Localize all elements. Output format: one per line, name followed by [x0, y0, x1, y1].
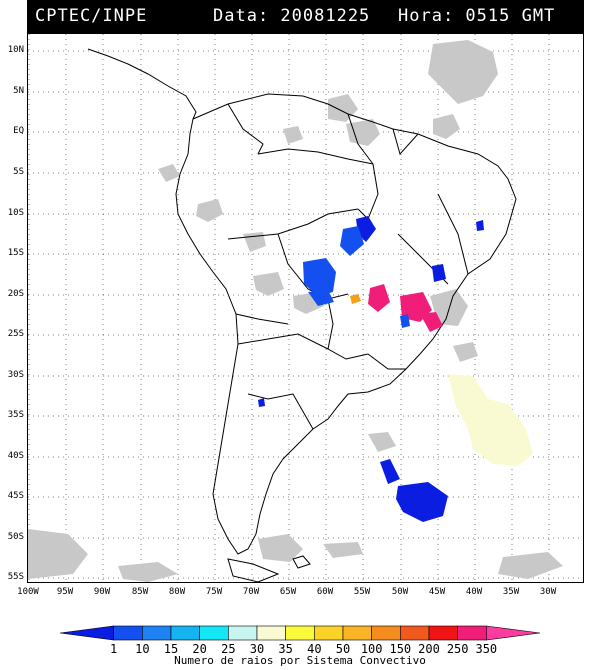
color-scale-tick-label: 25: [221, 642, 236, 656]
storm-cell: [340, 226, 364, 256]
lon-label: 90W: [93, 587, 111, 597]
color-scale-tick-label: 40: [307, 642, 322, 656]
storm-cell: [308, 290, 334, 306]
color-scale-swatch: [314, 625, 344, 641]
color-scale-swatch: [371, 625, 401, 641]
lat-label: 45S: [7, 491, 24, 501]
time-label: Hora: 0515 GMT: [398, 6, 556, 26]
lat-label: 35S: [7, 410, 24, 420]
color-scale-tick-label: 100: [360, 642, 383, 656]
color-scale-swatch: [142, 625, 172, 641]
storm-cell: [420, 312, 443, 332]
border-4: [237, 333, 329, 350]
storm-cell: [476, 220, 484, 231]
tierra-del-fuego: [227, 558, 280, 582]
falklands: [292, 555, 311, 569]
lat-label: 50S: [7, 532, 24, 542]
lat-label: EQ: [13, 126, 24, 136]
lon-label: 80W: [168, 587, 186, 597]
border-2: [277, 233, 349, 300]
storm-cell: [400, 314, 410, 328]
color-scale-tick-label: 10: [135, 642, 150, 656]
color-scale-tick-label: 200: [418, 642, 440, 656]
lat-label: 10N: [7, 45, 24, 55]
color-scale-swatch: [486, 625, 541, 641]
lon-label: 50W: [391, 587, 409, 597]
map-frame: [27, 33, 584, 583]
border-9: [392, 128, 419, 156]
color-scale-tick-label: 1: [110, 642, 118, 656]
lat-label: 30S: [7, 370, 24, 380]
border-14: [247, 393, 314, 430]
color-scale-swatch: [59, 625, 114, 641]
storm-cell: [396, 482, 448, 522]
border-12: [367, 353, 406, 370]
storm-cell: [258, 398, 265, 407]
storm-cell: [303, 258, 336, 296]
lon-label: 95W: [56, 587, 74, 597]
lat-label: 10S: [7, 208, 24, 218]
storm-cell: [432, 264, 446, 282]
lat-label: 55S: [7, 572, 24, 582]
color-scale-caption: Numero de raios por Sistema Convectivo: [174, 654, 426, 667]
color-scale-swatch: [170, 625, 200, 641]
source-label: CPTEC/INPE: [35, 6, 148, 26]
cloud-cover: [28, 40, 563, 582]
color-scale-swatch: [228, 625, 258, 641]
storm-cell: [350, 294, 361, 304]
lon-label: 70W: [242, 587, 260, 597]
storm-cell: [368, 284, 390, 312]
lightning-map: [28, 34, 583, 582]
lon-label: 60W: [316, 587, 334, 597]
color-scale-tick-label: 15: [163, 642, 179, 656]
color-scale-tick-label: 50: [335, 642, 351, 656]
lon-label: 85W: [131, 587, 149, 597]
lon-label: 75W: [205, 587, 223, 597]
border-7: [227, 103, 264, 155]
central-america-coast: [87, 48, 197, 120]
lon-label: 45W: [428, 587, 446, 597]
lon-label: 40W: [465, 587, 483, 597]
border-10: [437, 193, 469, 275]
border-1: [227, 208, 359, 240]
date-label: Data: 20081225: [213, 6, 371, 26]
color-scale-swatch: [457, 625, 487, 641]
lon-label: 30W: [539, 587, 557, 597]
color-scale-tick-label: 20: [192, 642, 207, 656]
lat-label: 5N: [13, 86, 24, 96]
border-13: [235, 313, 289, 325]
color-scale-swatch: [256, 625, 286, 641]
land-outlines: [87, 48, 517, 582]
map-header: CPTEC/INPE Data: 20081225 Hora: 0515 GMT: [27, 0, 584, 33]
south-america-coastline: [175, 93, 517, 555]
border-3: [327, 298, 369, 360]
border-5: [257, 148, 374, 165]
color-scale-swatch: [199, 625, 229, 641]
storm-cell: [380, 459, 400, 484]
lat-label: 15S: [7, 248, 24, 258]
lat-label: 25S: [7, 329, 24, 339]
color-scale-tick-label: 150: [389, 642, 412, 656]
lon-label: 35W: [502, 587, 520, 597]
lat-label: 5S: [13, 167, 24, 177]
lat-label: 40S: [7, 451, 24, 461]
color-scale-swatch: [428, 625, 458, 641]
border-8: [347, 113, 374, 165]
lon-label: 55W: [353, 587, 371, 597]
storm-cell: [448, 374, 533, 466]
lon-label: 65W: [279, 587, 297, 597]
color-scale-swatch: [113, 625, 143, 641]
color-scale-tick-label: 350: [475, 642, 498, 656]
color-scale-tick-label: 35: [278, 642, 293, 656]
convective-systems: [258, 216, 533, 522]
color-scale-swatch: [342, 625, 372, 641]
lon-label: 100W: [17, 587, 39, 597]
border-6: [357, 163, 379, 220]
lat-label: 20S: [7, 289, 24, 299]
color-scale-swatch: [400, 625, 430, 641]
color-scale-tick-label: 30: [249, 642, 265, 656]
color-scale-swatch: [285, 625, 315, 641]
color-scale-tick-label: 250: [446, 642, 469, 656]
